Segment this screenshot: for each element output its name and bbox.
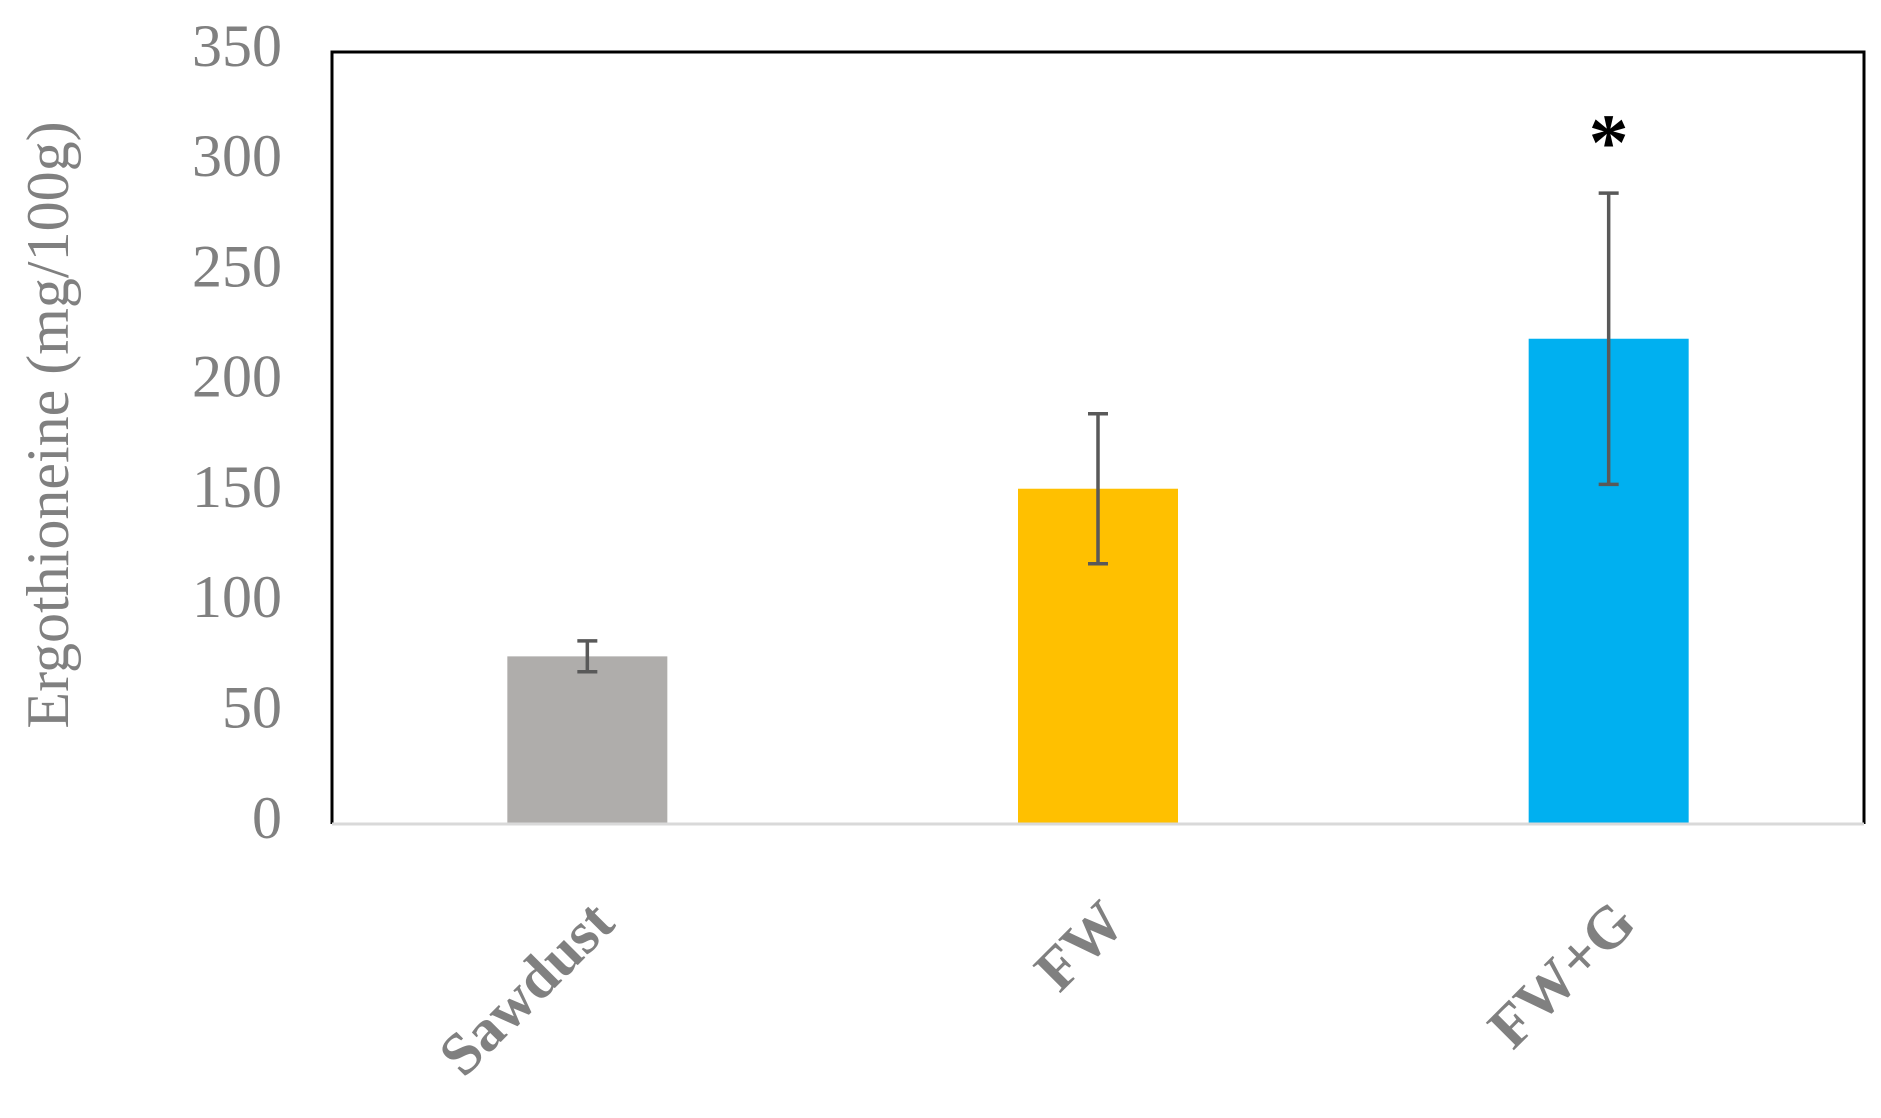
error-bar [577, 639, 598, 674]
y-tick-label: 50 [222, 674, 282, 740]
y-tick-label: 300 [192, 123, 282, 189]
y-tick-label: 150 [192, 454, 282, 520]
x-tick-label: Sawdust [426, 888, 626, 1088]
annotation: * [1589, 100, 1629, 188]
error-bar [1088, 411, 1108, 566]
y-tick-label: 350 [192, 13, 282, 79]
y-tick-label: 250 [192, 233, 282, 299]
y-tick-label: 200 [192, 344, 282, 410]
y-tick-label: 100 [192, 564, 282, 630]
y-axis-label: Ergothioneine (mg/100g) [15, 121, 81, 728]
bar [507, 656, 668, 824]
y-tick-label: 0 [252, 785, 282, 851]
plot-frame [330, 50, 1866, 824]
x-tick-label: FW [1022, 888, 1137, 1003]
error-bar [1598, 191, 1619, 487]
x-tick-label: FW+G [1475, 888, 1647, 1060]
